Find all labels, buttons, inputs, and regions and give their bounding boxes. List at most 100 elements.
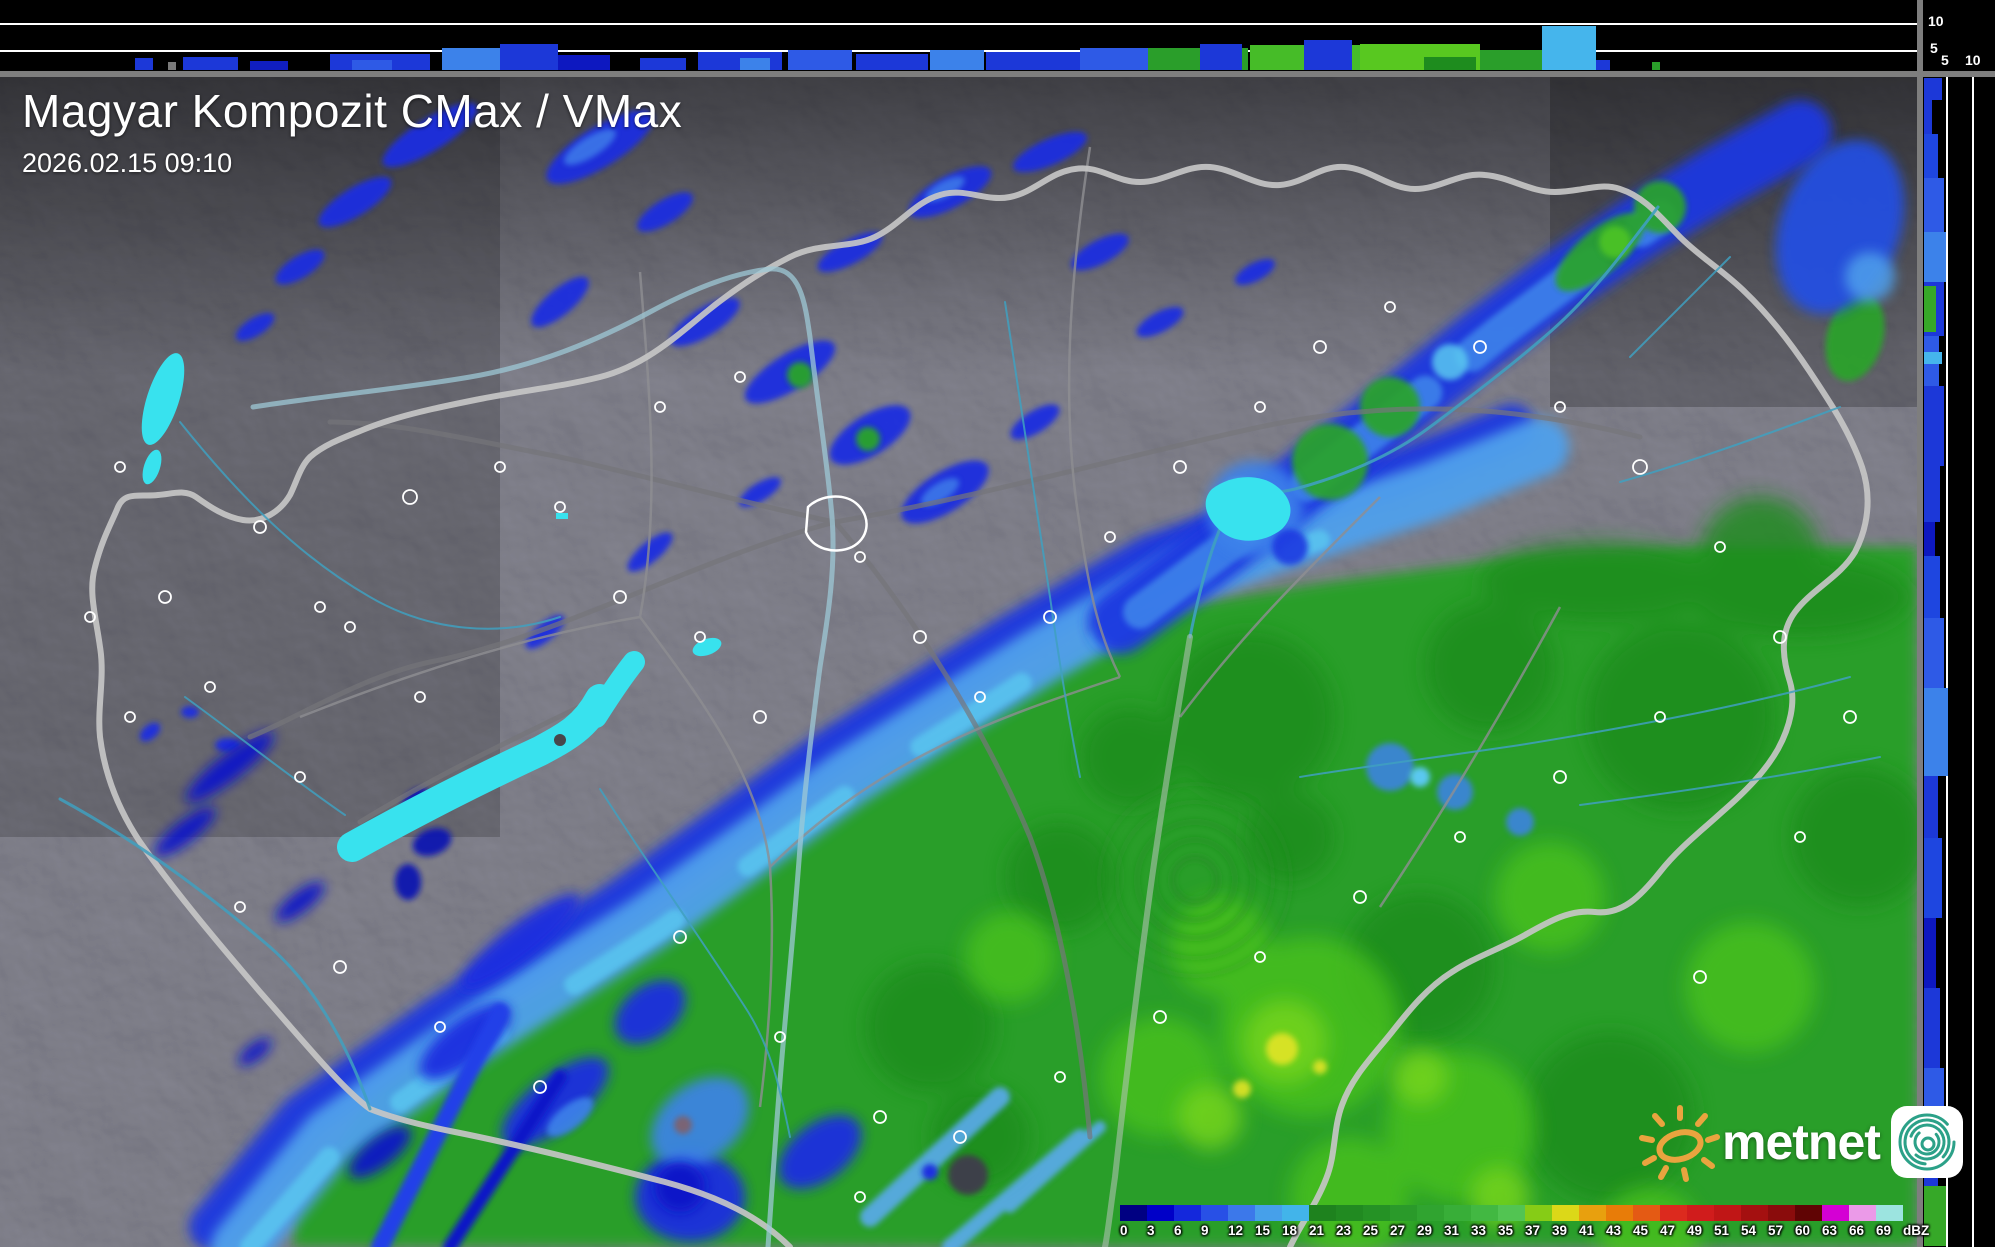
top-profile-echo-segment	[558, 55, 610, 70]
colorbar-swatch	[1768, 1205, 1795, 1221]
top-profile-echo-segment	[1596, 60, 1610, 70]
colorbar-swatch	[1147, 1205, 1174, 1221]
colorbar-tick-label: 57	[1768, 1223, 1784, 1238]
right-profile-echo-segment	[1924, 134, 1938, 178]
top-profile-echo-segment	[856, 54, 928, 70]
right-profile-echo-segment	[1924, 618, 1944, 688]
top-profile-echo-segment	[500, 44, 558, 70]
lake-balaton	[337, 684, 615, 862]
right-profile-echo-segment	[1924, 1186, 1946, 1246]
colorbar-swatch	[1795, 1205, 1822, 1221]
colorbar-tick-label: 33	[1471, 1223, 1487, 1238]
right-profile-echo-segment	[1924, 556, 1940, 618]
right-profile-echo-segment	[1924, 918, 1936, 988]
colorbar-swatch	[1714, 1205, 1741, 1221]
colorbar-swatch	[1309, 1205, 1336, 1221]
colorbar-swatch	[1228, 1205, 1255, 1221]
colorbar-swatch	[1201, 1205, 1228, 1221]
colorbar-tick-label: 63	[1822, 1223, 1838, 1238]
colorbar-tick-label: 37	[1525, 1223, 1541, 1238]
top-profile-echo-segment	[788, 50, 852, 70]
top-profile-echo-segment	[1542, 26, 1596, 70]
colorbar-swatch	[1498, 1205, 1525, 1221]
right-profile-gridline-10km	[1972, 77, 1974, 1247]
colorbar-tick-label: 54	[1741, 1223, 1757, 1238]
lakes-layer	[141, 353, 1291, 862]
title-block: Magyar Kompozit CMax / VMax 2026.02.15 0…	[22, 84, 682, 179]
colorbar-tick-label: 12	[1228, 1223, 1244, 1238]
profile-axis-corner: 10 5 5 10	[1923, 0, 1995, 71]
metnet-wordmark: metnet	[1722, 1114, 1881, 1170]
budapest-outline	[804, 495, 868, 552]
top-profile-echo-segment	[442, 48, 500, 70]
colorbar-swatch	[1390, 1205, 1417, 1221]
colorbar-swatch	[1687, 1205, 1714, 1221]
colorbar-tick-label: 18	[1282, 1223, 1298, 1238]
colorbar-tick-label: 6	[1174, 1223, 1182, 1238]
top-axis-label-10: 10	[1928, 13, 1944, 29]
radar-map-svg	[0, 77, 1930, 1247]
right-profile-echo-segment	[1924, 352, 1942, 364]
colorbar-tick-label: 49	[1687, 1223, 1703, 1238]
rivers-layer	[58, 205, 1881, 1247]
top-height-profile	[0, 0, 1917, 71]
colorbar-tick-label: 45	[1633, 1223, 1649, 1238]
top-profile-echo-segment	[135, 58, 153, 70]
colorbar-tick-label: 9	[1201, 1223, 1209, 1238]
colorbar-swatch	[1849, 1205, 1876, 1221]
metnet-logo: metnet	[1636, 1100, 1964, 1184]
right-profile-gridline-5km	[1946, 77, 1948, 1247]
reflectivity-colorbar: 0 3 6 9 12 15 18 21 23 25 27 29 31 33 35 37 39 41 43 45 47 49…	[1120, 1205, 1937, 1238]
right-profile-echo-segment	[1924, 988, 1940, 1068]
colorbar-swatches	[1120, 1205, 1937, 1221]
colorbar-unit-label: dBZ	[1903, 1223, 1930, 1238]
timestamp: 2026.02.15 09:10	[22, 148, 233, 178]
horizontal-separator	[0, 71, 1995, 77]
right-profile-echo-segment	[1924, 776, 1938, 838]
country-border	[89, 163, 1871, 1247]
colorbar-swatch	[1525, 1205, 1552, 1221]
colorbar-swatch	[1417, 1205, 1444, 1221]
colorbar-tick-label: 31	[1444, 1223, 1460, 1238]
right-profile-echo-segment	[1924, 178, 1944, 232]
right-axis-label-10: 10	[1965, 52, 1981, 68]
colorbar-swatch	[1876, 1205, 1903, 1221]
top-profile-echo-segment	[250, 61, 288, 70]
right-profile-echo-segment	[1924, 688, 1948, 776]
colorbar-swatch	[1552, 1205, 1579, 1221]
right-axis-label-5: 5	[1941, 52, 1949, 68]
colorbar-swatch	[1120, 1205, 1147, 1221]
lake-tisza	[1205, 477, 1291, 541]
right-profile-echo-segment	[1924, 522, 1935, 556]
right-profile-echo-segment	[1924, 100, 1932, 134]
colorbar-swatch	[1363, 1205, 1390, 1221]
colorbar-swatch	[1822, 1205, 1849, 1221]
colorbar-labels: 0 3 6 9 12 15 18 21 23 25 27 29 31 33 35 37 39 41 43 45 47 49…	[1120, 1221, 1937, 1238]
radar-map	[0, 77, 1930, 1247]
top-profile-echo-segment	[352, 60, 392, 70]
vertical-separator	[1917, 0, 1923, 1247]
colorbar-swatch	[1282, 1205, 1309, 1221]
colorbar-swatch	[1606, 1205, 1633, 1221]
sun-icon	[1639, 1105, 1720, 1182]
top-profile-echo-segment	[640, 58, 686, 70]
colorbar-tick-label: 60	[1795, 1223, 1811, 1238]
right-profile-echo-segment	[1924, 286, 1936, 332]
colorbar-swatch	[1174, 1205, 1201, 1221]
colorbar-swatch	[1471, 1205, 1498, 1221]
colorbar-swatch	[1660, 1205, 1687, 1221]
right-profile-echo-segment	[1924, 838, 1942, 918]
colorbar-tick-label: 47	[1660, 1223, 1676, 1238]
colorbar-tick-label: 21	[1309, 1223, 1325, 1238]
towns-layer	[84, 301, 1857, 1203]
top-profile-echo-segment	[1080, 48, 1148, 70]
top-axis-label-5: 5	[1930, 40, 1938, 56]
colorbar-tick-label: 15	[1255, 1223, 1271, 1238]
top-profile-echo-segment	[168, 62, 176, 70]
colorbar-tick-label: 0	[1120, 1223, 1128, 1238]
right-height-profile	[1923, 77, 1995, 1247]
top-profile-echo-segment	[183, 57, 238, 70]
top-profile-echo-segment	[1652, 62, 1660, 70]
colorbar-tick-label: 66	[1849, 1223, 1865, 1238]
